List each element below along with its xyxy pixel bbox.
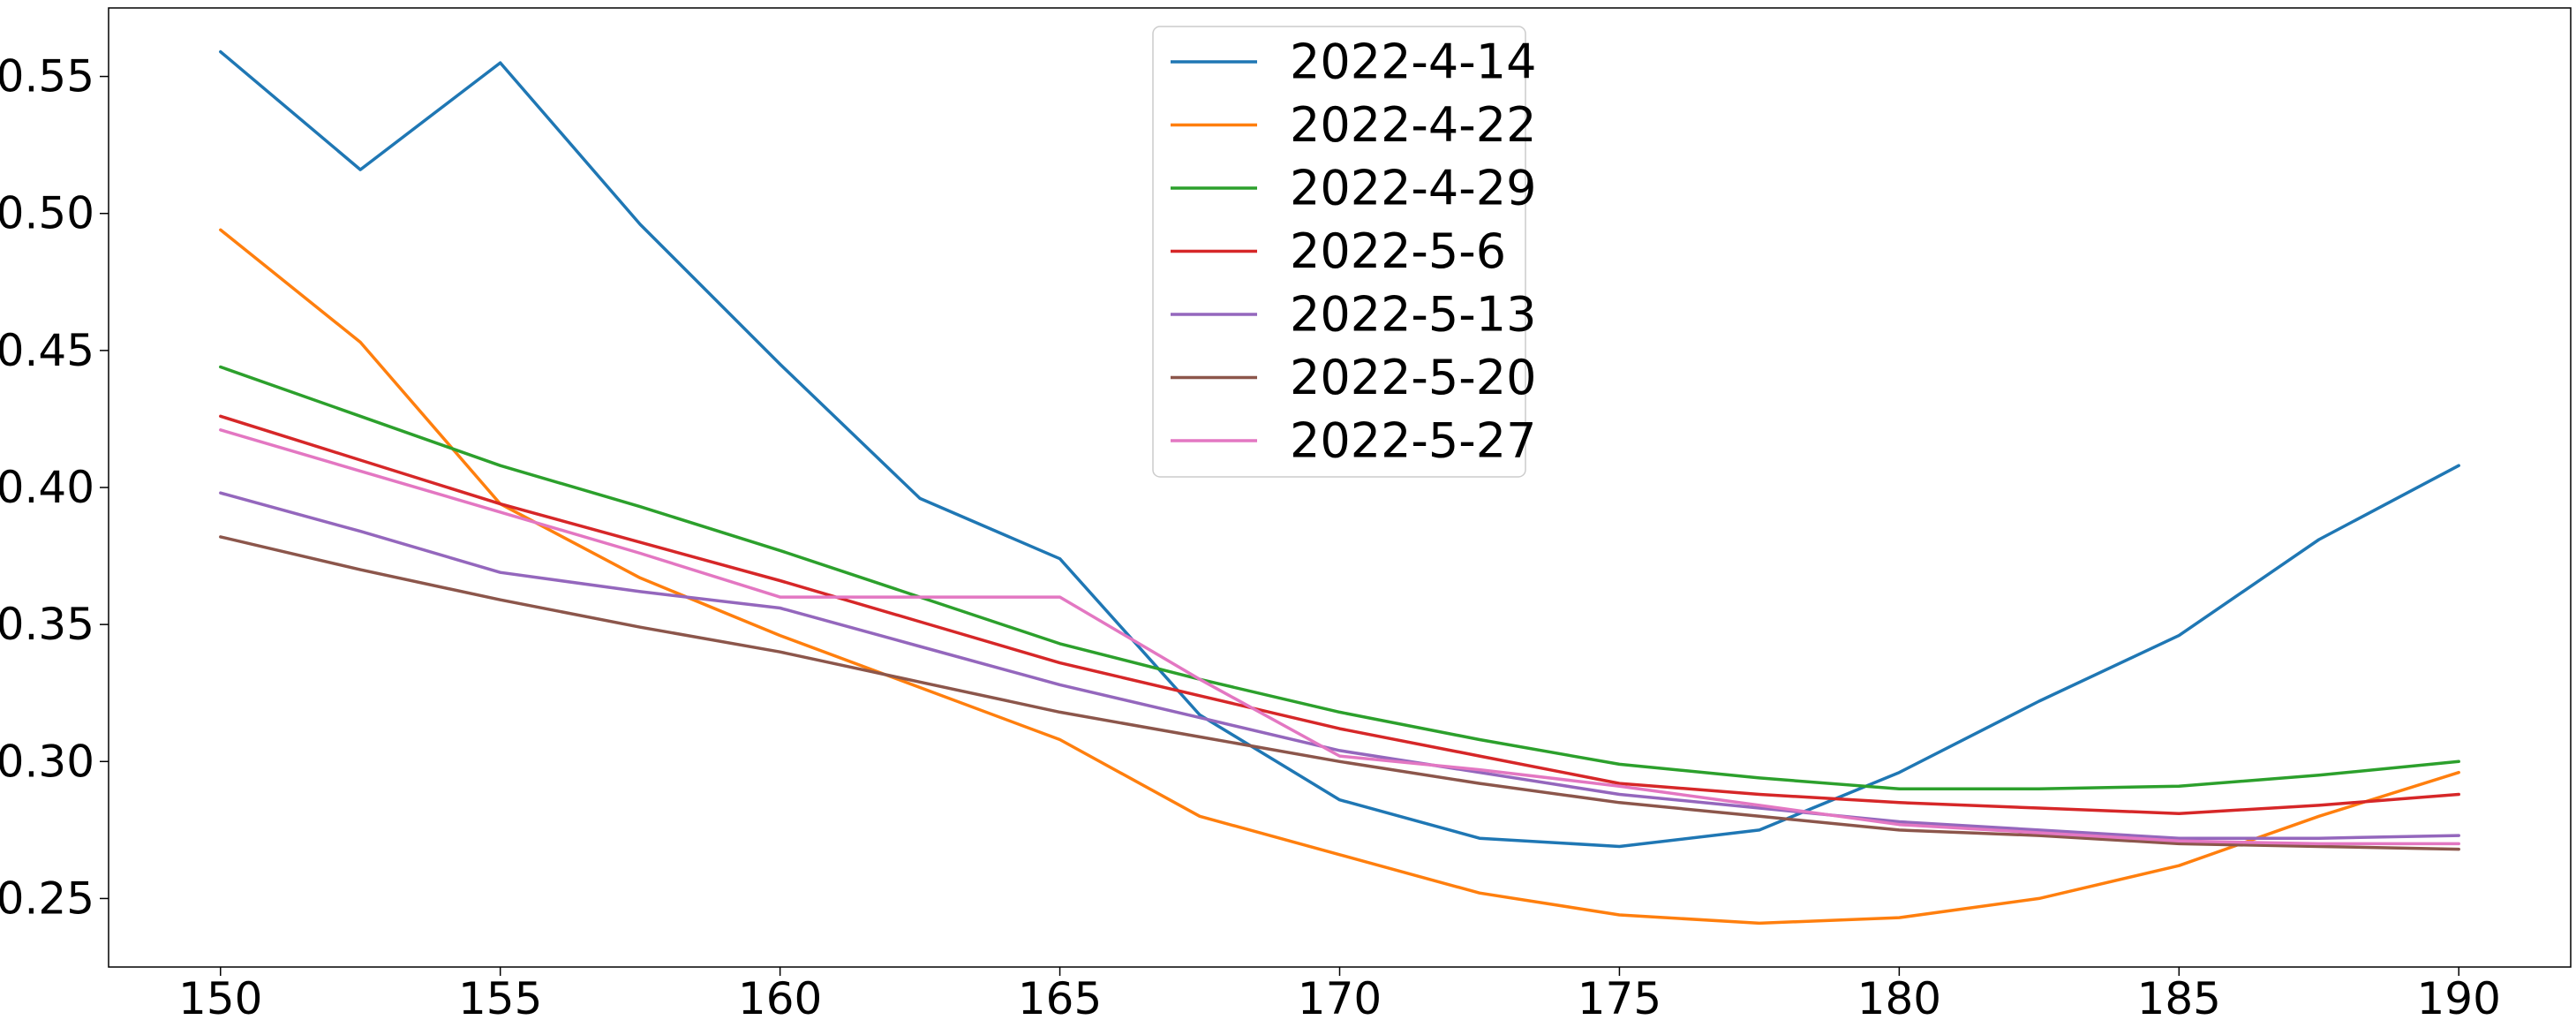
x-tick-label: 185 [2137, 973, 2221, 1020]
y-tick-label: 0.25 [0, 873, 94, 924]
legend-label: 2022-5-20 [1290, 350, 1536, 405]
series-line-2022-4-22 [219, 228, 2460, 926]
series-line-2022-5-13 [219, 491, 2460, 840]
legend-label: 2022-4-29 [1290, 161, 1536, 216]
plot-lines [219, 49, 2460, 926]
legend-label: 2022-4-22 [1290, 97, 1536, 153]
y-tick-label: 0.55 [0, 51, 94, 102]
y-tick-label: 0.45 [0, 325, 94, 376]
series-line-2022-4-29 [219, 365, 2460, 791]
y-tick-label: 0.30 [0, 736, 94, 787]
x-tick-label: 190 [2417, 973, 2501, 1020]
x-axis: 150 155 160 165 170 175 180 185 190 [178, 967, 2501, 1020]
series-line-2022-4-14 [219, 49, 2460, 849]
legend: 2022-4-14 2022-4-22 2022-4-29 2022-5-6 2022-… [1152, 26, 1536, 478]
x-tick-label: 175 [1578, 973, 1661, 1020]
legend-box [1152, 26, 1526, 478]
x-tick-label: 150 [178, 973, 262, 1020]
series-line-2022-5-20 [219, 535, 2460, 851]
legend-label: 2022-4-14 [1290, 34, 1536, 90]
legend-label: 2022-5-6 [1290, 223, 1506, 279]
y-tick-label: 0.50 [0, 188, 94, 239]
y-tick-label: 0.35 [0, 599, 94, 650]
legend-label: 2022-5-27 [1290, 413, 1536, 469]
y-axis: 0.25 0.30 0.35 0.40 0.45 0.50 0.55 [0, 51, 109, 924]
x-tick-label: 160 [738, 973, 822, 1020]
x-tick-label: 165 [1018, 973, 1102, 1020]
x-tick-label: 180 [1857, 973, 1941, 1020]
x-tick-label: 170 [1298, 973, 1382, 1020]
series-line-2022-5-6 [219, 414, 2460, 815]
series-line-2022-5-27 [219, 428, 2460, 846]
plot-frame [108, 7, 2572, 968]
x-tick-label: 155 [458, 973, 542, 1020]
legend-label: 2022-5-13 [1290, 287, 1536, 343]
y-tick-label: 0.40 [0, 462, 94, 513]
